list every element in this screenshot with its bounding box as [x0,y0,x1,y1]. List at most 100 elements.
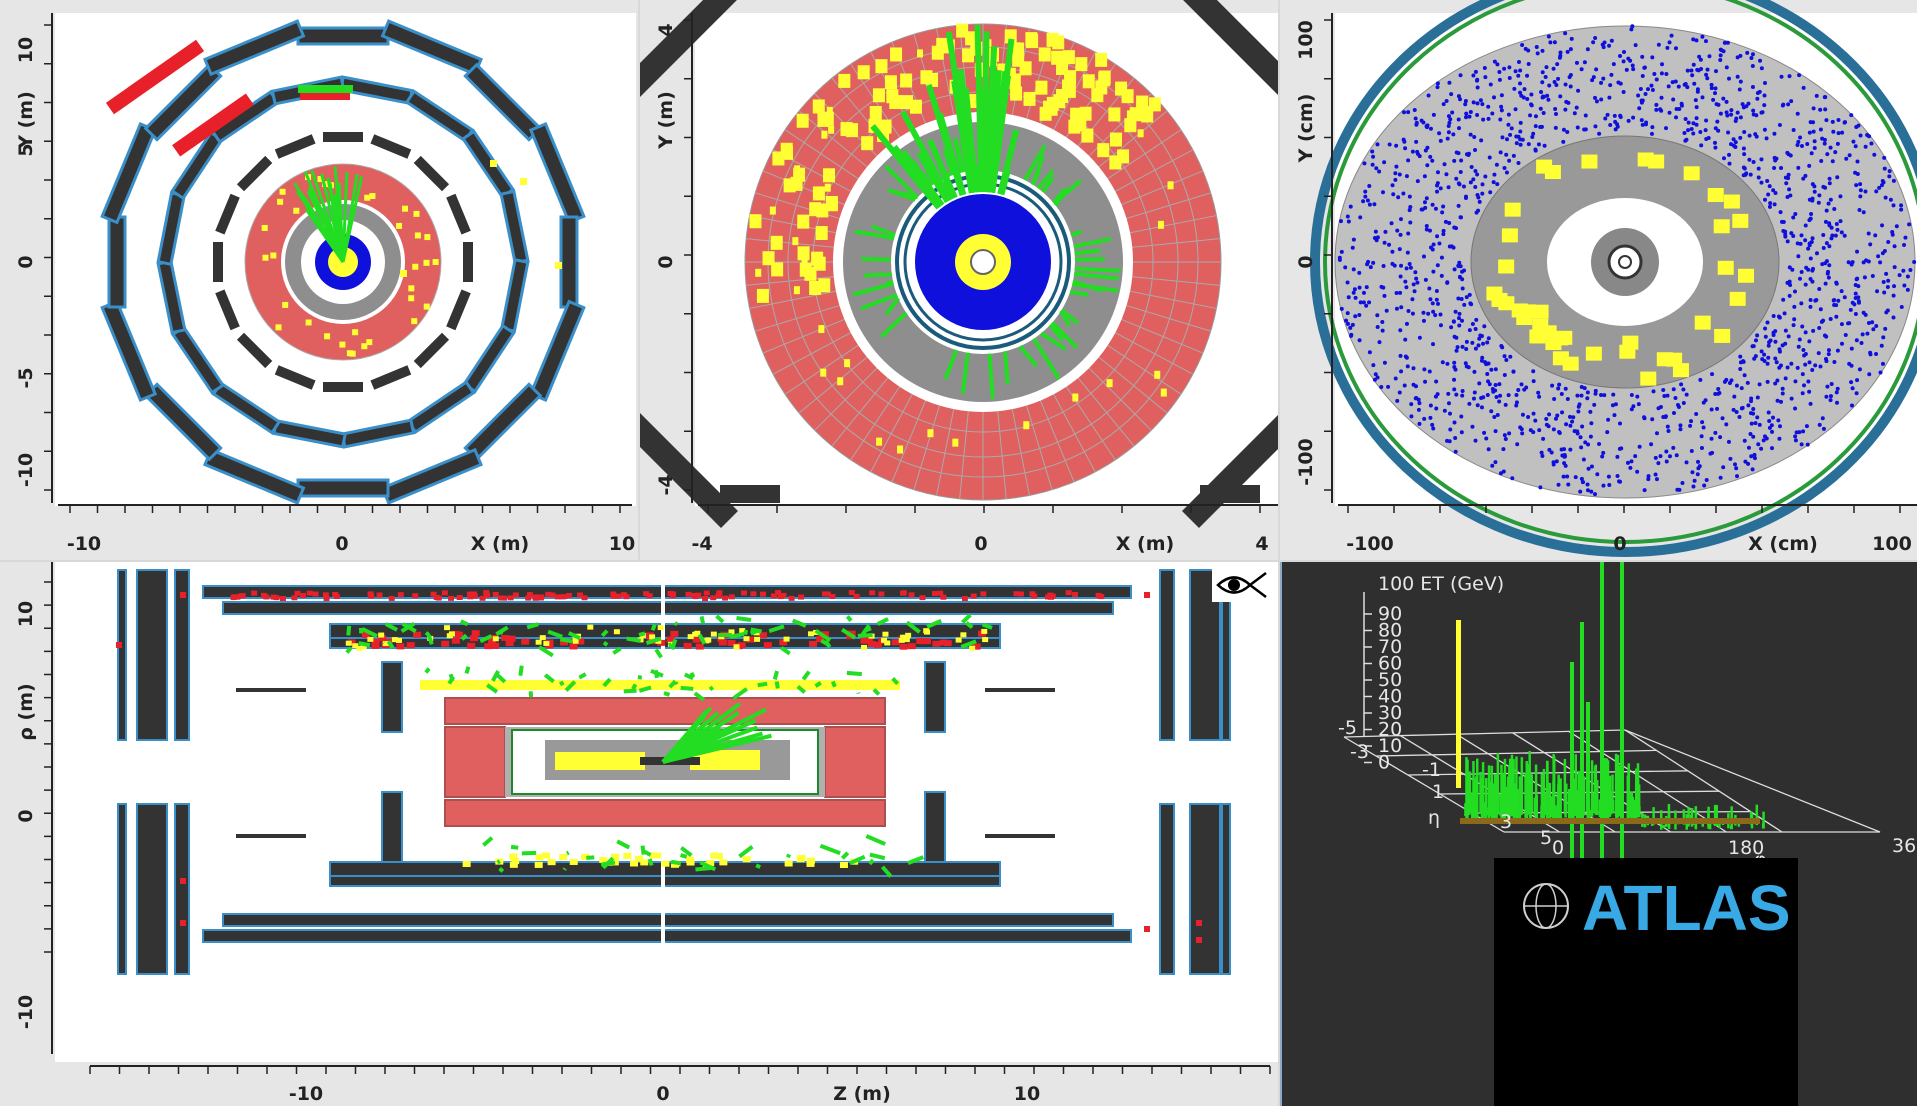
xy-inner-view-canvas[interactable]: 100 Y (cm) 0 -100 -100 0 X (cm) 100 [1280,0,1917,560]
trt-hit [1575,431,1580,436]
trt-hit [1512,86,1517,91]
trt-hit [1430,422,1435,427]
atlas-globe-icon [1523,883,1569,929]
trt-hit [1575,125,1580,130]
track [670,859,682,866]
energy-deposit [861,136,874,151]
trt-hit [1793,379,1798,384]
trt-hit [1579,384,1584,389]
trt-hit [1424,124,1429,129]
trt-hit [1807,163,1812,168]
trt-hit [1866,321,1871,326]
trt-hit [1826,348,1831,353]
energy-deposit [1095,52,1108,67]
lego-bar [1572,778,1576,815]
trt-hit [1905,274,1910,279]
trt-hit [1783,232,1788,237]
lego-bar [1616,754,1620,818]
energy-deposit [844,359,851,368]
energy-deposit [1106,379,1113,388]
trt-hit [1810,236,1815,241]
xy-full-view-canvas[interactable]: 10 5 0 -5 -10 Y (m) -10 0 X (m) 10 [0,0,638,560]
track [830,680,837,688]
muon-inner-chamber [370,134,412,159]
trt-hit [1504,357,1509,362]
muon-hit [775,590,782,596]
muon-hit [923,638,932,645]
trt-hit [1495,412,1500,417]
trt-hit [1351,267,1356,272]
trt-hit [1599,97,1604,102]
trt-hit [1844,156,1849,161]
trt-hit [1615,454,1620,459]
trt-hit [1869,141,1874,146]
track [495,673,507,684]
trt-hit [1637,444,1642,449]
track [845,615,853,622]
energy-deposit [391,637,398,643]
energy-deposit [649,852,658,859]
trt-hit [1766,355,1771,360]
trt-hit [1737,87,1742,92]
energy-deposit [794,165,801,174]
trt-hit [1612,113,1617,118]
muon-hit [943,640,952,647]
trt-hit [1422,174,1427,179]
energy-deposit [424,234,431,241]
energy-deposit [903,637,910,643]
trt-hit [1497,399,1502,404]
energy-deposit [366,339,373,346]
trt-hit [1726,130,1731,135]
trt-hit [1414,384,1419,389]
xy-full-x-tick-0: 0 [335,533,348,555]
trt-hit [1665,45,1670,50]
trt-hit [1726,439,1731,444]
muon-hit [180,592,186,598]
trt-hit [1566,482,1571,487]
trt-hit [1818,364,1823,369]
muon-hit [471,630,480,637]
trt-hit [1580,424,1585,429]
xy-full-view-panel[interactable]: 10 5 0 -5 -10 Y (m) -10 0 X (m) 10 [0,0,638,560]
xy-inner-view-panel[interactable]: 100 Y (cm) 0 -100 -100 0 X (cm) 100 [1280,0,1917,560]
trt-hit [1832,303,1837,308]
trt-hit [1842,120,1847,125]
trt-hit [1713,126,1718,131]
trt-hit [1390,261,1395,266]
trt-hit [1351,290,1356,295]
track [848,854,866,866]
trt-hit [1823,107,1828,112]
muon-hit [521,638,530,645]
xy-zoom-view-panel[interactable]: 4 Y (m) 0 -4 -4 0 X (m) 4 [640,0,1278,560]
trt-hit [1675,402,1680,407]
trt-hit [1487,382,1492,387]
trt-hit [1850,386,1855,391]
trt-hit [1462,302,1467,307]
energy-deposit [900,73,913,88]
trt-hit [1441,102,1446,107]
xy-zoom-view-canvas[interactable]: 4 Y (m) 0 -4 -4 0 X (m) 4 [640,0,1278,560]
muon-hit [829,593,836,599]
track [668,679,677,689]
trt-hit [1738,135,1743,140]
track [602,677,612,688]
fisheye-icon[interactable] [1212,568,1272,602]
trt-hit [1807,360,1812,365]
trt-hit [1537,428,1542,433]
track [796,684,807,694]
trt-hit [1823,261,1828,266]
trt-hit [1822,333,1827,338]
trt-hit [1498,117,1503,122]
trt-hit [1557,55,1562,60]
lego-bar [1729,825,1733,830]
trt-hit [1803,238,1808,243]
trt-hit [1531,369,1536,374]
trt-hit [1406,231,1411,236]
rz-view-panel[interactable]: 10 ρ (m) 0 -10 -10 0 Z (m) 10 [0,562,1278,1106]
trt-hit [1795,365,1800,370]
trt-hit [1600,454,1605,459]
xy-full-y-label: Y (m) [15,91,37,150]
rz-view-canvas[interactable]: 10 ρ (m) 0 -10 -10 0 Z (m) 10 [0,562,1278,1106]
